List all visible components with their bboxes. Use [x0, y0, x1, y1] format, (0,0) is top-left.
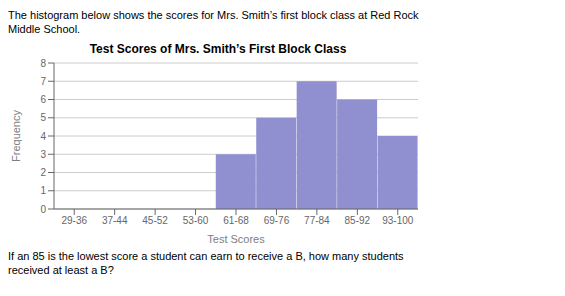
svg-text:93-100: 93-100: [382, 215, 414, 226]
svg-text:8: 8: [40, 57, 46, 68]
svg-text:2: 2: [40, 167, 46, 178]
svg-text:45-52: 45-52: [142, 215, 168, 226]
svg-text:Frequency: Frequency: [10, 109, 22, 161]
svg-text:77-84: 77-84: [304, 215, 330, 226]
svg-text:6: 6: [40, 94, 46, 105]
html-text:The histogram below shows the: The histogram below shows the scores for…: [8, 9, 419, 36]
svg-text:53-60: 53-60: [183, 215, 209, 226]
html-text:If an 85 is the lowest score a: If an 85 is the lowest score a student c…: [8, 249, 404, 276]
svg-text:37-44: 37-44: [102, 215, 128, 226]
svg-text:Test Scores: Test Scores: [207, 233, 265, 245]
svg-text:29-36: 29-36: [61, 215, 87, 226]
svg-text:0: 0: [40, 203, 46, 214]
svg-text:4: 4: [40, 130, 46, 141]
svg-text:7: 7: [40, 75, 46, 86]
svg-text:69-76: 69-76: [264, 215, 290, 226]
svg-text:5: 5: [40, 112, 46, 123]
svg-text:1: 1: [40, 185, 46, 196]
svg-text:3: 3: [40, 148, 46, 159]
svg-text:85-92: 85-92: [345, 215, 371, 226]
html-text:Test Scores of Mrs. Smith’s Fi: Test Scores of Mrs. Smith’s First Block …: [89, 41, 347, 56]
svg-text:61-68: 61-68: [223, 215, 249, 226]
